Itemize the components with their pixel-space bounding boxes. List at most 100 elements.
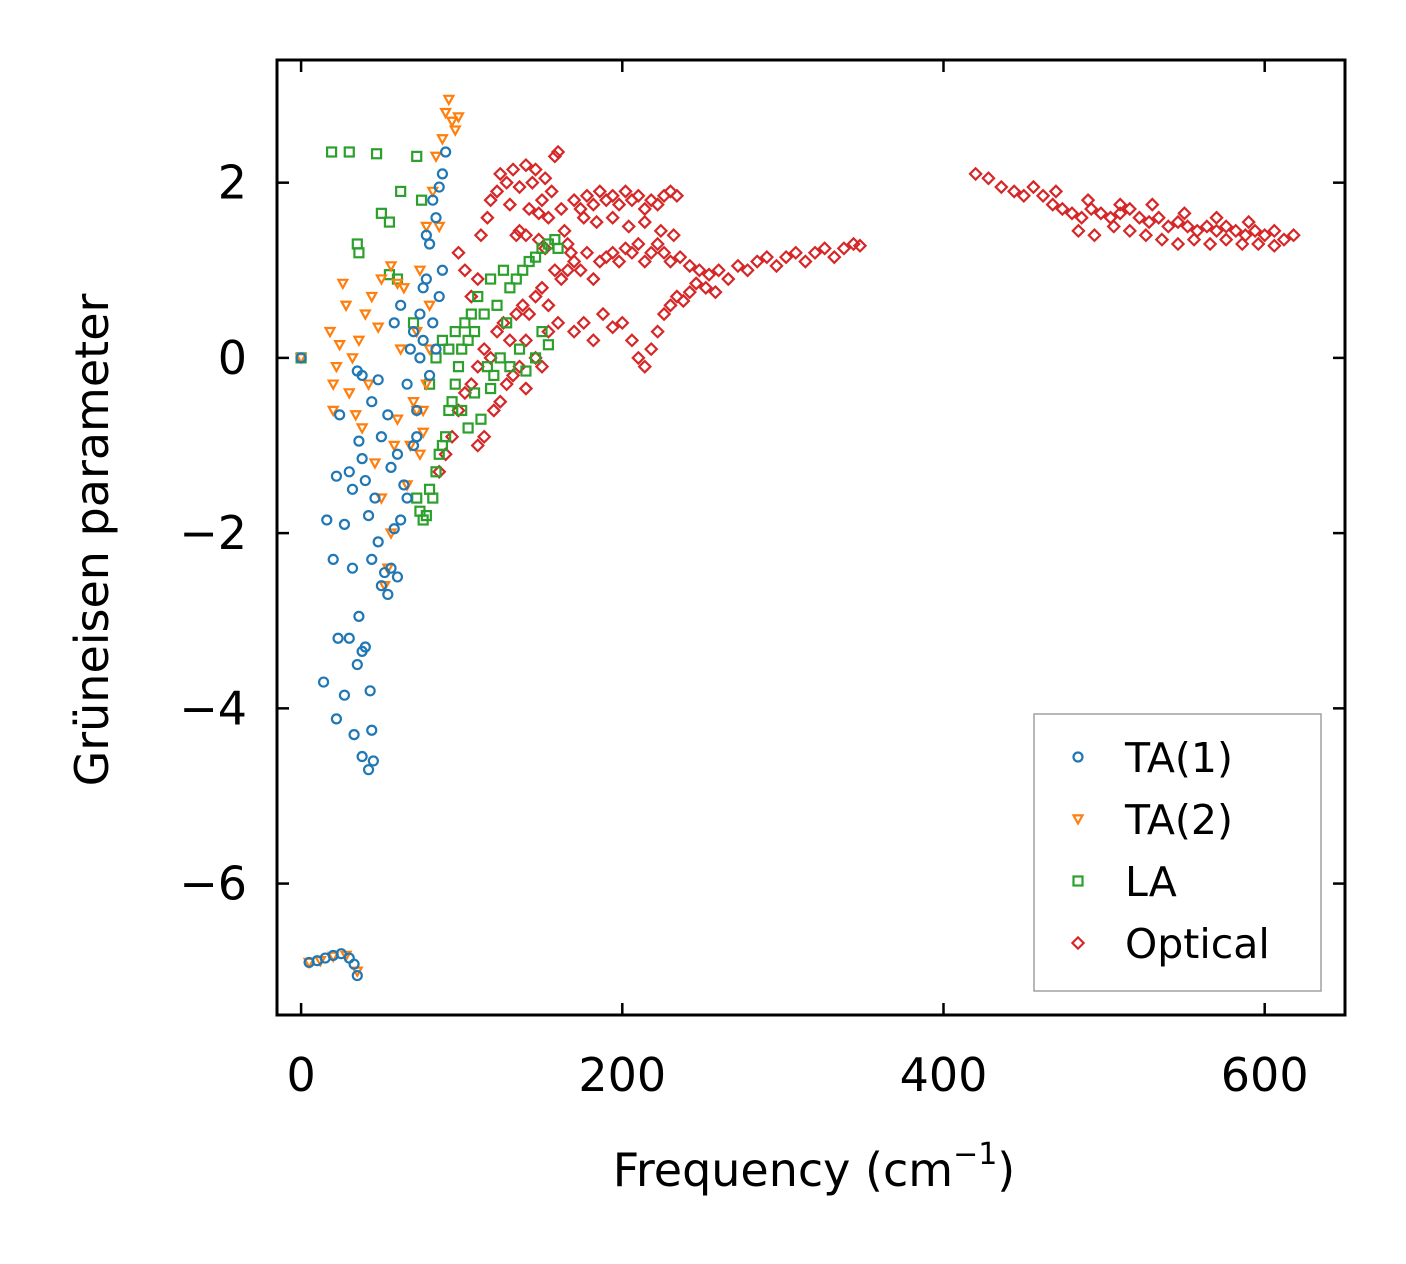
- data-point: [505, 368, 521, 383]
- data-point: [382, 588, 394, 601]
- data-point: [1045, 197, 1060, 212]
- data-point: [346, 483, 359, 495]
- data-point: [367, 755, 379, 767]
- data-point: [326, 379, 340, 391]
- data-point: [427, 492, 439, 504]
- data-point: [669, 289, 685, 304]
- data-point: [721, 271, 736, 287]
- data-point: [968, 166, 983, 182]
- data-point: [836, 241, 852, 256]
- legend-label: TA(2): [1124, 796, 1233, 844]
- data-point: [459, 317, 471, 329]
- legend-entry: Optical: [1070, 920, 1270, 968]
- data-point: [364, 685, 376, 697]
- data-point: [778, 249, 794, 265]
- data-point: [1154, 232, 1170, 247]
- data-point: [476, 429, 492, 444]
- data-point: [644, 245, 659, 260]
- data-point: [1267, 223, 1282, 239]
- data-point: [512, 359, 527, 374]
- data-point: [404, 343, 416, 355]
- data-point: [327, 553, 339, 566]
- data-point: [541, 324, 556, 339]
- data-point: [330, 361, 343, 374]
- data-point: [1112, 197, 1128, 212]
- data-point: [624, 333, 640, 348]
- data-point: [407, 326, 420, 338]
- data-point: [366, 553, 378, 566]
- data-point: [433, 290, 445, 303]
- data-point: [618, 241, 633, 256]
- data-point: [362, 379, 375, 391]
- data-point: [397, 283, 411, 295]
- data-point: [382, 409, 394, 421]
- data-point: [1138, 228, 1154, 243]
- data-point: [750, 254, 765, 269]
- data-point: [372, 374, 384, 386]
- data-point: [485, 382, 497, 395]
- data-point: [769, 258, 784, 274]
- data-point: [788, 245, 803, 260]
- data-point: [1080, 193, 1096, 208]
- data-point: [416, 427, 430, 440]
- data-point: [375, 431, 387, 443]
- y-tick-label: −4: [179, 681, 247, 735]
- data-point: [339, 300, 353, 313]
- data-point: [355, 423, 369, 435]
- data-point: [852, 238, 868, 253]
- data-point: [334, 409, 346, 421]
- data-point: [504, 282, 516, 294]
- data-point: [1093, 206, 1109, 221]
- data-point: [475, 413, 487, 425]
- data-point: [335, 948, 347, 960]
- data-point: [375, 580, 387, 592]
- data-point: [356, 750, 368, 763]
- data-point: [576, 315, 591, 331]
- data-point: [529, 251, 542, 263]
- data-point: [420, 273, 432, 285]
- data-point: [499, 175, 514, 190]
- data-point: [342, 388, 356, 400]
- data-point: [411, 431, 423, 443]
- data-point: [547, 263, 563, 278]
- data-point: [505, 162, 521, 177]
- x-tick-label: 0: [286, 1048, 315, 1102]
- data-point: [663, 184, 678, 199]
- data-point: [663, 254, 678, 269]
- series-optical: [432, 144, 1301, 479]
- data-point: [332, 632, 344, 644]
- series-ta-1-: [295, 146, 452, 982]
- data-point: [493, 166, 508, 182]
- data-point: [449, 378, 461, 390]
- data-point: [1251, 236, 1266, 252]
- data-point: [1267, 238, 1282, 253]
- data-point: [446, 396, 458, 408]
- data-point: [827, 249, 842, 265]
- data-point: [497, 264, 510, 276]
- data-point: [375, 207, 387, 219]
- data-point: [457, 385, 473, 401]
- data-point: [426, 186, 440, 199]
- x-tick-label: 400: [900, 1048, 988, 1102]
- data-point: [1064, 206, 1080, 221]
- data-point: [528, 289, 543, 304]
- data-point: [326, 951, 340, 964]
- data-point: [656, 245, 672, 260]
- data-point: [586, 197, 601, 212]
- data-point: [1286, 228, 1301, 243]
- data-point: [372, 536, 384, 548]
- x-tick-label: 200: [578, 1048, 666, 1102]
- data-point: [368, 458, 382, 470]
- data-point: [387, 440, 401, 453]
- data-point: [419, 379, 433, 391]
- data-point: [605, 245, 620, 260]
- data-point: [383, 216, 396, 228]
- data-point: [359, 641, 371, 653]
- data-point: [817, 241, 832, 256]
- data-point: [430, 212, 442, 224]
- data-point: [358, 309, 372, 321]
- data-point: [1180, 219, 1195, 234]
- data-point: [366, 724, 378, 736]
